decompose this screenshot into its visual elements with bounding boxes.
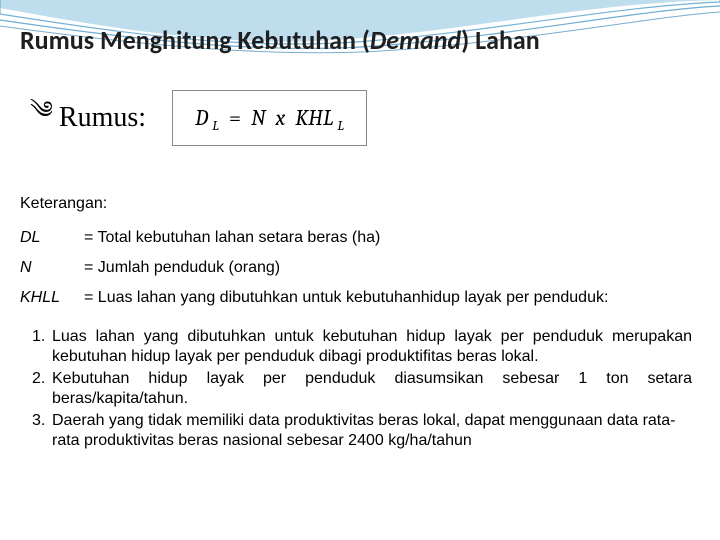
def-symbol: KHLL <box>20 283 84 313</box>
definition-table: DL = Total kebutuhan lahan setara beras … <box>20 223 614 313</box>
table-row: KHLL = Luas lahan yang dibutuhkan untuk … <box>20 283 614 313</box>
formula-box: DL = N x KHLL <box>172 90 367 146</box>
def-symbol: N <box>20 253 84 283</box>
list-item: 1. Luas lahan yang dibutuhkan untuk kebu… <box>32 327 692 367</box>
def-text: = Jumlah penduduk (orang) <box>84 253 614 283</box>
def-text: = Total kebutuhan lahan setara beras (ha… <box>84 223 614 253</box>
formula-row: ༄ Rumus: DL = N x KHLL <box>30 84 700 151</box>
table-row: N = Jumlah penduduk (orang) <box>20 253 614 283</box>
notes-list: 1. Luas lahan yang dibutuhkan untuk kebu… <box>20 327 700 451</box>
keterangan-label: Keterangan: <box>20 195 700 213</box>
list-item: 3. Daerah yang tidak memiliki data produ… <box>32 411 692 451</box>
rumus-label: ༄ Rumus: <box>30 84 146 151</box>
slide-title: Rumus Menghitung Kebutuhan (Demand) Laha… <box>20 24 700 56</box>
list-item: 2. Kebutuhan hidup layak per penduduk di… <box>32 369 692 409</box>
def-text: = Luas lahan yang dibutuhkan untuk kebut… <box>84 283 614 313</box>
table-row: DL = Total kebutuhan lahan setara beras … <box>20 223 614 253</box>
bullet-swirl-icon: ༄ <box>30 84 53 151</box>
def-symbol: DL <box>20 223 84 253</box>
